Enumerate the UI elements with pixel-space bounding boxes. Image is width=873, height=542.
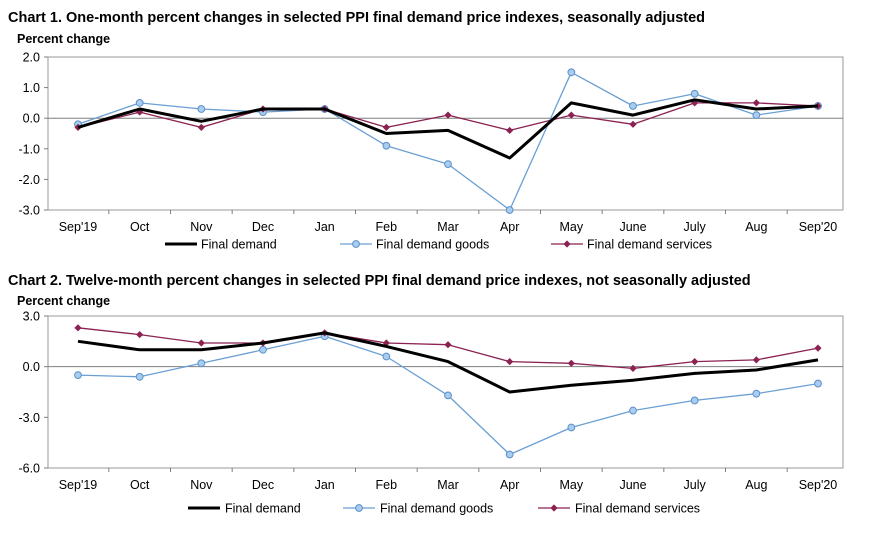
chart1-legend-final-demand-goods-marker bbox=[352, 240, 360, 248]
chart2-final-demand-goods-point bbox=[382, 352, 391, 361]
chart1-final-demand-goods-point bbox=[752, 111, 761, 120]
chart2-x-tick-label: Dec bbox=[252, 478, 274, 492]
chart1-final-demand-goods-point bbox=[629, 102, 637, 110]
chart2-y-tick-label: 3.0 bbox=[23, 310, 40, 324]
chart1-x-tick-label: Mar bbox=[437, 220, 459, 234]
chart2-final-demand-services-point bbox=[814, 344, 822, 352]
chart1-x-tick-label: July bbox=[684, 220, 707, 234]
chart1-x-tick-label: Nov bbox=[190, 220, 213, 234]
chart2-x-tick-label: Jan bbox=[315, 478, 335, 492]
chart1-final-demand-goods-point bbox=[505, 206, 514, 214]
chart2-x-tick-label: July bbox=[684, 478, 707, 492]
chart2-plot-frame bbox=[47, 315, 844, 469]
chart1-x-tick-label: Sep'20 bbox=[799, 220, 838, 234]
chart2-final-demand-goods-point bbox=[505, 450, 514, 459]
chart2-y-tick-label: -3.0 bbox=[18, 411, 40, 425]
chart1-final-demand-services-point bbox=[814, 102, 822, 110]
chart1-x-tick-label: Oct bbox=[130, 220, 150, 234]
chart1-plot-frame bbox=[47, 56, 844, 211]
chart1-y-tick-label: -2.0 bbox=[18, 173, 40, 187]
chart2-final-demand-services-point bbox=[444, 341, 452, 349]
chart1-y-tick-label: 2.0 bbox=[23, 51, 40, 65]
chart1-final-demand-services-point bbox=[629, 120, 637, 128]
chart2-x-tick-label: Aug bbox=[745, 478, 767, 492]
chart1-final-demand-goods-point bbox=[197, 105, 206, 113]
chart2-final-demand-goods-point bbox=[814, 379, 822, 388]
chart1-x-tick-label: Sep'19 bbox=[59, 220, 98, 234]
chart2-title: Chart 2. Twelve-month percent changes in… bbox=[8, 273, 751, 289]
chart2-final-demand-services-point bbox=[136, 330, 144, 339]
chart2-x-tick-label: Mar bbox=[437, 478, 459, 492]
chart2-legend-final-demand-services-marker bbox=[550, 504, 558, 512]
chart1-final-demand-goods-line bbox=[77, 71, 819, 211]
chart1-ylabel: Percent change bbox=[17, 32, 111, 46]
chart2-final-demand-goods-point bbox=[444, 391, 452, 400]
chart2-final-demand-goods-point bbox=[690, 396, 699, 405]
chart1-x-tick-label: Dec bbox=[252, 220, 274, 234]
chart2-y-tick-label: 0.0 bbox=[23, 360, 40, 374]
chart1-final-demand-services-point bbox=[382, 123, 390, 131]
chart2-final-demand-services-point bbox=[567, 359, 575, 367]
chart1-title: Chart 1. One-month percent changes in se… bbox=[8, 10, 706, 26]
chart1-y-tick-label: -1.0 bbox=[18, 142, 40, 156]
chart2-final-demand-goods-point bbox=[197, 359, 206, 368]
chart2-x-tick-label: Apr bbox=[500, 478, 519, 492]
chart1-x-tick-label: May bbox=[560, 220, 584, 234]
chart1-x-tick-label: June bbox=[619, 220, 646, 234]
chart2-legend-final-demand-label: Final demand bbox=[225, 502, 301, 516]
chart1-final-demand-line bbox=[77, 98, 819, 160]
chart2-x-tick-label: May bbox=[560, 478, 584, 492]
chart1-x-tick-label: Apr bbox=[500, 220, 519, 234]
chart1-x-tick-label: Feb bbox=[376, 220, 398, 234]
chart1-legend-final-demand-goods-label: Final demand goods bbox=[376, 238, 489, 252]
chart2-final-demand-services-point bbox=[197, 339, 205, 347]
chart2-final-demand-goods-point bbox=[567, 423, 576, 432]
chart1-y-tick-label: -3.0 bbox=[18, 204, 40, 218]
chart2-final-demand-services-point bbox=[752, 356, 760, 364]
chart2-x-tick-label: Sep'19 bbox=[59, 478, 98, 492]
chart2-x-tick-label: Feb bbox=[376, 478, 398, 492]
chart2-x-tick-label: Nov bbox=[190, 478, 213, 492]
chart2-final-demand-goods-point bbox=[135, 372, 144, 381]
chart1-final-demand-services-point bbox=[567, 111, 575, 119]
chart2-x-tick-label: Sep'20 bbox=[799, 478, 838, 492]
chart2-final-demand-services-point bbox=[629, 364, 637, 372]
chart2-legend-final-demand-goods-label: Final demand goods bbox=[380, 502, 493, 516]
chart2-x-tick-label: June bbox=[619, 478, 646, 492]
chart2-final-demand-goods-point bbox=[74, 371, 82, 380]
chart1-final-demand-services-point bbox=[506, 126, 514, 135]
chart1-final-demand-goods-point bbox=[690, 89, 699, 98]
chart1-legend-final-demand-services-label: Final demand services bbox=[587, 238, 712, 252]
chart2-legend-final-demand-goods-marker bbox=[355, 504, 363, 512]
chart1-x-tick-label: Aug bbox=[745, 220, 767, 234]
chart1-final-demand-services-point bbox=[444, 111, 452, 119]
chart2-final-demand-line bbox=[77, 331, 819, 394]
chart2-final-demand-services-point bbox=[74, 324, 82, 332]
chart1-legend-final-demand-label: Final demand bbox=[201, 238, 277, 252]
chart1-x-tick-label: Jan bbox=[315, 220, 335, 234]
chart1-y-tick-label: 1.0 bbox=[23, 81, 40, 95]
chart1-final-demand-goods-point bbox=[567, 68, 576, 77]
chart1-legend-final-demand-services-marker bbox=[563, 240, 571, 248]
chart2-final-demand-services-point bbox=[506, 358, 514, 366]
chart2-legend-final-demand-services-label: Final demand services bbox=[575, 502, 700, 516]
chart2-final-demand-goods-point bbox=[752, 389, 761, 398]
chart1-final-demand-services-point bbox=[197, 123, 205, 131]
chart2-x-tick-label: Oct bbox=[130, 478, 150, 492]
chart1-final-demand-services-point bbox=[752, 99, 760, 107]
chart2-final-demand-goods-point bbox=[259, 345, 267, 354]
chart1-final-demand-goods-point bbox=[382, 141, 391, 150]
chart1-y-tick-label: 0.0 bbox=[23, 112, 40, 126]
chart2-ylabel: Percent change bbox=[17, 294, 111, 308]
chart2-final-demand-goods-point bbox=[629, 406, 637, 415]
chart2-final-demand-services-point bbox=[691, 358, 699, 366]
chart1-final-demand-goods-point bbox=[444, 160, 452, 169]
chart2-y-tick-label: -6.0 bbox=[18, 462, 40, 476]
chart1-final-demand-goods-point bbox=[135, 99, 144, 107]
